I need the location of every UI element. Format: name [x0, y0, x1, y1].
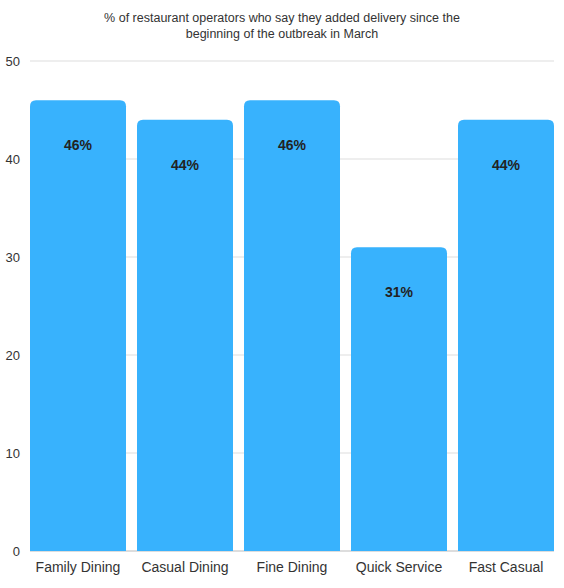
- data-label: 31%: [385, 284, 414, 300]
- chart-title: % of restaurant operators who say they a…: [82, 10, 482, 42]
- y-tick-label: 30: [6, 250, 20, 265]
- x-tick-label: Fast Casual: [469, 559, 544, 575]
- y-tick-label: 0: [13, 544, 20, 559]
- data-label: 46%: [64, 137, 93, 153]
- y-tick-label: 20: [6, 348, 20, 363]
- bar: [30, 100, 126, 551]
- x-tick-label: Quick Service: [356, 559, 443, 575]
- y-tick-label: 40: [6, 152, 20, 167]
- x-tick-label: Family Dining: [36, 559, 121, 575]
- grid-line: [30, 61, 554, 62]
- bar: [458, 120, 554, 551]
- chart-svg: 0 10 20 30 40 50 46% Family Dining 44% Casual Din…: [0, 0, 564, 588]
- bar: [351, 247, 447, 551]
- x-tick-label: Fine Dining: [257, 559, 328, 575]
- bars: [30, 100, 554, 551]
- bar: [244, 100, 340, 551]
- x-tick-label: Casual Dining: [141, 559, 228, 575]
- y-tick-label: 10: [6, 446, 20, 461]
- data-label: 44%: [492, 157, 521, 173]
- data-label: 44%: [171, 157, 200, 173]
- data-label: 46%: [278, 137, 307, 153]
- bar: [137, 120, 233, 551]
- y-tick-label: 50: [6, 54, 20, 69]
